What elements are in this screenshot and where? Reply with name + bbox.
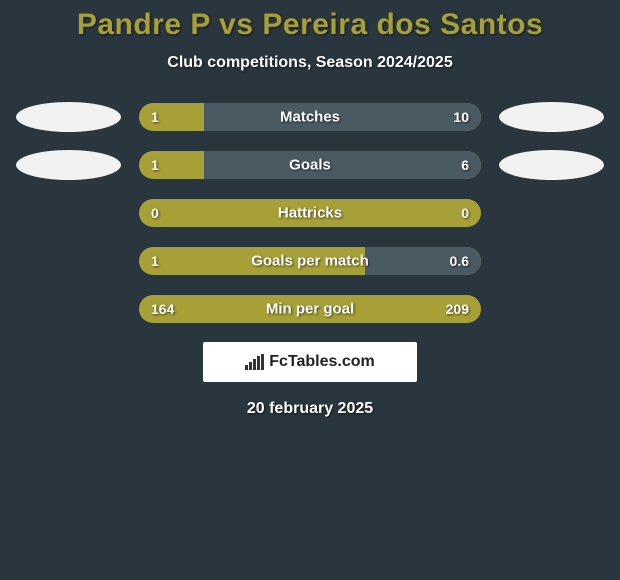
logo-text: FcTables.com	[269, 353, 375, 371]
player-left-indicator	[16, 150, 121, 180]
stat-bar-right-fill	[204, 103, 481, 131]
stats-section: 1 Matches 10 1 Goals 6 0 Hattricks 0 1 Goals per m…	[0, 102, 620, 324]
stat-value-right: 209	[446, 301, 469, 317]
stat-bar-right-fill	[204, 151, 481, 179]
stat-label: Matches	[280, 109, 340, 126]
stat-bar: 1 Goals per match 0.6	[139, 247, 481, 275]
subtitle: Club competitions, Season 2024/2025	[0, 54, 620, 72]
stat-row: 0 Hattricks 0	[0, 198, 620, 228]
spacer	[499, 246, 604, 276]
stat-value-right: 6	[461, 157, 469, 173]
stat-label: Min per goal	[266, 301, 354, 318]
stat-bar: 0 Hattricks 0	[139, 199, 481, 227]
stat-value-right: 0	[461, 205, 469, 221]
spacer	[16, 246, 121, 276]
stat-bar: 1 Matches 10	[139, 103, 481, 131]
spacer	[16, 198, 121, 228]
stat-label: Hattricks	[278, 205, 342, 222]
bar-chart-icon	[245, 354, 265, 370]
page-title: Pandre P vs Pereira dos Santos	[0, 8, 620, 42]
player-right-indicator	[499, 102, 604, 132]
spacer	[499, 294, 604, 324]
stat-label: Goals	[289, 157, 331, 174]
stat-row: 1 Goals per match 0.6	[0, 246, 620, 276]
spacer	[499, 198, 604, 228]
stat-value-left: 1	[151, 109, 159, 125]
stat-row: 1 Goals 6	[0, 150, 620, 180]
stat-value-right: 0.6	[450, 253, 469, 269]
stat-value-right: 10	[453, 109, 469, 125]
stat-bar: 1 Goals 6	[139, 151, 481, 179]
stat-value-left: 0	[151, 205, 159, 221]
spacer	[16, 294, 121, 324]
player-right-indicator	[499, 150, 604, 180]
stat-bar: 164 Min per goal 209	[139, 295, 481, 323]
stat-row: 164 Min per goal 209	[0, 294, 620, 324]
date-text: 20 february 2025	[0, 400, 620, 418]
comparison-card: Pandre P vs Pereira dos Santos Club comp…	[0, 0, 620, 418]
stat-value-left: 164	[151, 301, 174, 317]
stat-value-left: 1	[151, 253, 159, 269]
stat-label: Goals per match	[251, 253, 369, 270]
fctables-logo[interactable]: FcTables.com	[203, 342, 417, 382]
stat-value-left: 1	[151, 157, 159, 173]
stat-row: 1 Matches 10	[0, 102, 620, 132]
player-left-indicator	[16, 102, 121, 132]
